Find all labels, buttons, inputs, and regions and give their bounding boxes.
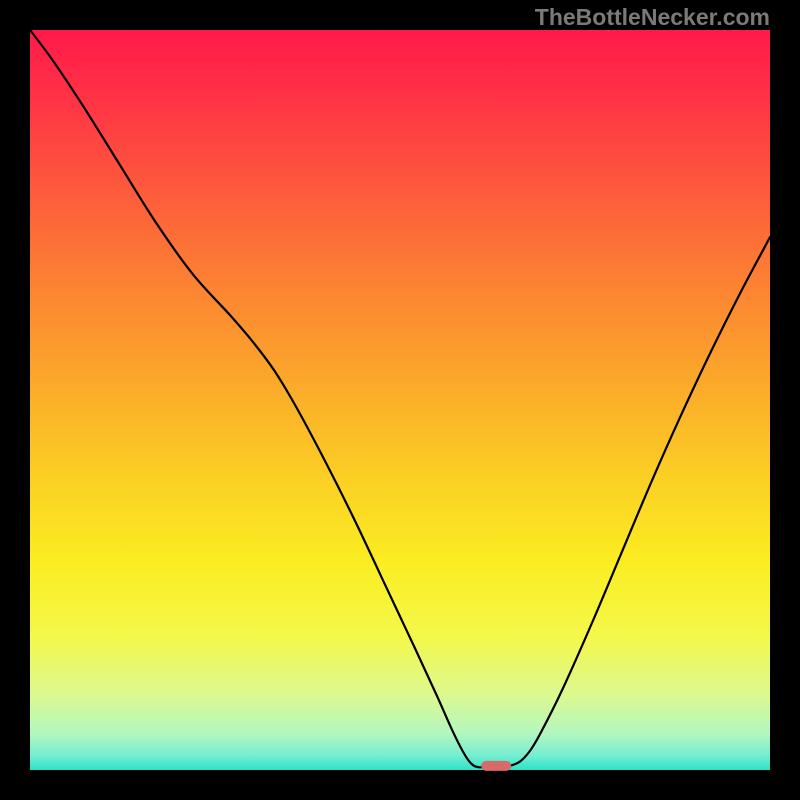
plot-area	[30, 30, 770, 770]
curve-layer	[30, 30, 770, 770]
optimum-marker	[481, 760, 511, 770]
bottleneck-curve	[30, 30, 770, 767]
watermark-text: TheBottleNecker.com	[535, 4, 770, 31]
chart-container: TheBottleNecker.com	[0, 0, 800, 800]
